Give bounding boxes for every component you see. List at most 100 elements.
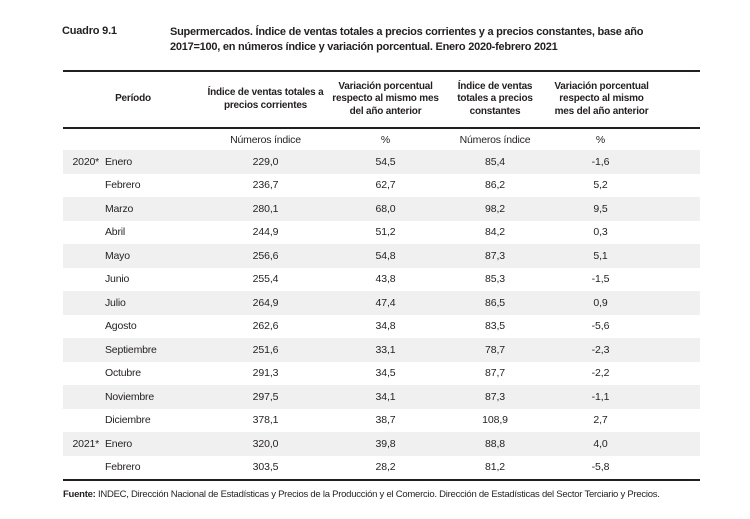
- value-cell: 43,8: [375, 273, 396, 286]
- period-cell: Septiembre: [63, 344, 203, 356]
- period-month: Junio: [105, 273, 130, 286]
- period-month: Marzo: [105, 202, 134, 215]
- value-cell: 88,8: [484, 437, 506, 450]
- value-cell: 62,7: [375, 179, 396, 192]
- period-month: Abril: [105, 226, 126, 239]
- value-cell: -1,6: [591, 155, 610, 168]
- period-cell: Febrero: [63, 461, 203, 473]
- value-cell: 320,0: [252, 437, 279, 450]
- value-cell: 51,2: [375, 226, 396, 239]
- value-cell: 280,1: [252, 202, 279, 215]
- value-cell: 39,8: [375, 437, 396, 450]
- period-month: Enero: [105, 155, 133, 168]
- table-row: Agosto 262,6 34,8 83,5 -5,6: [63, 315, 700, 339]
- table-caption: Cuadro 9.1 Supermercados. Índice de vent…: [62, 25, 682, 55]
- table-row: Octubre 291,3 34,5 87,7 -2,2: [63, 362, 700, 386]
- period-month: Septiembre: [105, 343, 157, 356]
- units-cell-index-constant: Números índice: [459, 133, 531, 146]
- value-cell: -5,6: [591, 320, 610, 333]
- value-cell: 291,3: [252, 367, 279, 380]
- period-month: Enero: [105, 437, 133, 450]
- value-cell: 0,9: [593, 296, 608, 309]
- period-year: 2021*: [72, 437, 100, 450]
- value-cell: 5,2: [593, 179, 608, 192]
- period-month: Febrero: [105, 461, 141, 474]
- value-cell: 244,9: [252, 226, 279, 239]
- value-cell: 256,6: [252, 249, 279, 262]
- units-cell-pct-current: %: [380, 133, 391, 146]
- value-cell: 47,4: [375, 296, 396, 309]
- column-header-index-constant: Índice de ventas totales a precios const…: [457, 80, 533, 117]
- table-row: Abril 244,9 51,2 84,2 0,3: [63, 221, 700, 245]
- value-cell: -5,8: [591, 461, 610, 474]
- table-row: Febrero 303,5 28,2 81,2 -5,8: [63, 456, 700, 480]
- table-row: Julio 264,9 47,4 86,5 0,9: [63, 291, 700, 315]
- table-row: Septiembre 251,6 33,1 78,7 -2,3: [63, 338, 700, 362]
- value-cell: 9,5: [593, 202, 608, 215]
- period-cell: Julio: [63, 297, 203, 309]
- table-row: Mayo 256,6 54,8 87,3 5,1: [63, 244, 700, 268]
- table-row: Junio 255,4 43,8 85,3 -1,5: [63, 268, 700, 292]
- value-cell: 54,5: [375, 155, 396, 168]
- table-row: Marzo 280,1 68,0 98,2 9,5: [63, 197, 700, 221]
- value-cell: 5,1: [593, 249, 608, 262]
- value-cell: 54,8: [375, 249, 396, 262]
- value-cell: 86,5: [484, 296, 506, 309]
- units-header-row: Números índice % Números índice %: [63, 129, 700, 150]
- value-cell: -1,5: [591, 273, 610, 286]
- column-header-index-current: Índice de ventas totales a precios corri…: [207, 87, 324, 111]
- period-cell: Noviembre: [63, 391, 203, 403]
- value-cell: 303,5: [252, 461, 279, 474]
- period-cell: 2021* Enero: [63, 438, 203, 450]
- table-row: Noviembre 297,5 34,1 87,3 -1,1: [63, 385, 700, 409]
- period-month: Julio: [105, 296, 126, 309]
- period-cell: Diciembre: [63, 414, 203, 426]
- value-cell: 34,8: [375, 320, 396, 333]
- period-cell: Febrero: [63, 179, 203, 191]
- period-cell: Octubre: [63, 367, 203, 379]
- units-cell-pct-constant: %: [595, 133, 606, 146]
- value-cell: 33,1: [375, 343, 396, 356]
- value-cell: 262,6: [252, 320, 279, 333]
- value-cell: 98,2: [484, 202, 506, 215]
- period-cell: 2020* Enero: [63, 156, 203, 168]
- value-cell: 264,9: [252, 296, 279, 309]
- value-cell: 34,5: [375, 367, 396, 380]
- table-number-label: Cuadro 9.1: [62, 25, 117, 37]
- table-body: 2020* Enero 229,0 54,5 85,4 -1,6 Febrero 236,7 6…: [63, 150, 700, 479]
- source-note: Fuente: INDEC, Dirección Nacional de Est…: [63, 489, 723, 500]
- value-cell: 0,3: [593, 226, 608, 239]
- value-cell: -2,3: [591, 343, 610, 356]
- value-cell: -1,1: [591, 390, 610, 403]
- value-cell: 85,4: [484, 155, 506, 168]
- units-cell-index-current: Números índice: [230, 133, 301, 146]
- period-year: 2020*: [72, 155, 100, 168]
- value-cell: 87,3: [484, 390, 506, 403]
- period-cell: Junio: [63, 273, 203, 285]
- period-month: Mayo: [105, 249, 130, 262]
- value-cell: 83,5: [484, 320, 506, 333]
- value-cell: 236,7: [252, 179, 279, 192]
- period-month: Agosto: [105, 320, 137, 333]
- value-cell: 78,7: [484, 343, 506, 356]
- value-cell: 229,0: [252, 155, 279, 168]
- value-cell: 86,2: [484, 179, 506, 192]
- table-row: 2020* Enero 229,0 54,5 85,4 -1,6: [63, 150, 700, 174]
- value-cell: 251,6: [252, 343, 279, 356]
- value-cell: 87,3: [484, 249, 506, 262]
- source-label: Fuente:: [63, 489, 96, 500]
- value-cell: 378,1: [252, 414, 279, 427]
- table-row: 2021* Enero 320,0 39,8 88,8 4,0: [63, 432, 700, 456]
- column-header-variation-current: Variación porcentual respecto al mismo m…: [332, 80, 439, 117]
- value-cell: 85,3: [484, 273, 506, 286]
- period-month: Noviembre: [105, 390, 154, 403]
- value-cell: 255,4: [252, 273, 279, 286]
- column-header-period: Período: [115, 93, 151, 105]
- value-cell: 87,7: [484, 367, 506, 380]
- value-cell: 38,7: [375, 414, 396, 427]
- value-cell: 81,2: [484, 461, 506, 474]
- period-month: Octubre: [105, 367, 141, 380]
- value-cell: 84,2: [484, 226, 506, 239]
- data-table: Período Índice de ventas totales a preci…: [63, 70, 700, 481]
- value-cell: 28,2: [375, 461, 396, 474]
